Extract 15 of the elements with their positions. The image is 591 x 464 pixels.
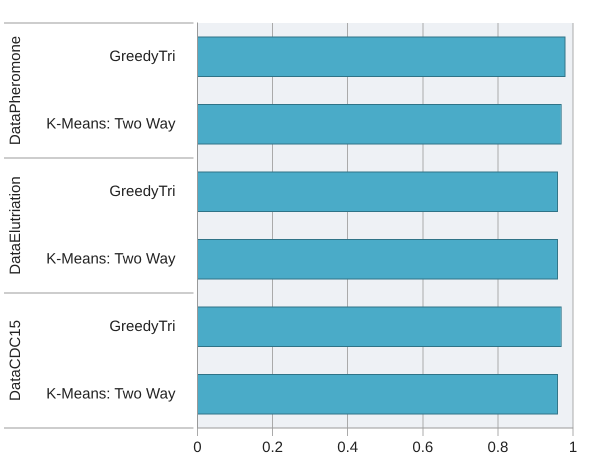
x-tick-label: 0.2 (262, 439, 284, 456)
x-tick-label: 1 (568, 439, 578, 456)
y-tick-label: K-Means: Two Way (46, 385, 176, 402)
text: DataCDC15 (7, 320, 24, 401)
y-tick-label: K-Means: Two Way (46, 115, 176, 132)
y-tick-label: GreedyTri (109, 48, 176, 65)
text: DataPheromone (7, 36, 24, 146)
x-tick-label: 0.6 (412, 439, 434, 456)
y-tick-label: GreedyTri (109, 318, 176, 335)
text: DataElutriation (7, 176, 24, 275)
y-tick-label: K-Means: Two Way (46, 250, 176, 268)
x-tick-label: 0.8 (487, 439, 508, 456)
y-tick-label: GreedyTri (109, 182, 176, 200)
x-tick-label: 0.4 (337, 439, 358, 456)
x-tick-label: 0 (193, 439, 202, 456)
